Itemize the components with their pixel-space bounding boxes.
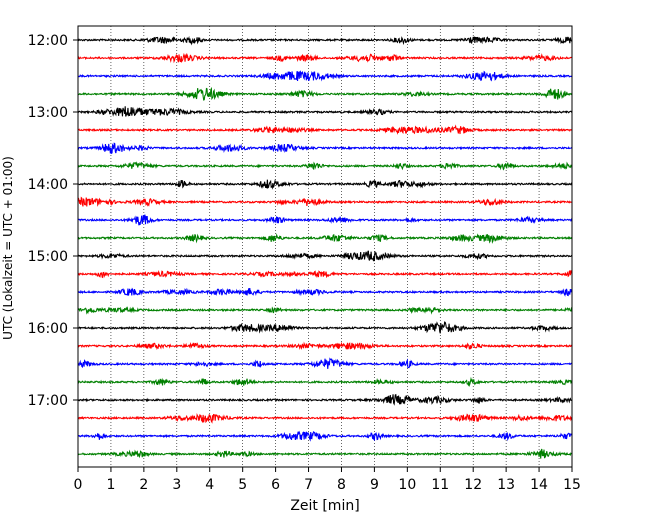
plot-frame <box>77 25 573 468</box>
x-tick-label: 8 <box>337 477 346 493</box>
trace-line <box>77 233 572 244</box>
trace-line <box>77 196 573 207</box>
y-tick-label: 16:00 <box>28 321 68 337</box>
x-tick-label: 11 <box>431 477 449 493</box>
x-tick-label: 14 <box>530 477 548 493</box>
trace-line <box>77 124 573 135</box>
y-tick-label: 15:00 <box>28 249 68 265</box>
trace-line <box>77 412 573 424</box>
x-tick-label: 0 <box>74 477 83 493</box>
trace-line <box>77 357 573 369</box>
x-tick-label: 10 <box>398 477 416 493</box>
trace-line <box>77 35 573 46</box>
y-tick-label: 14:00 <box>28 177 68 193</box>
trace-line <box>77 250 573 262</box>
seismogram-traces <box>77 35 573 459</box>
y-tick-label: 17:00 <box>28 393 68 409</box>
y-axis-ticks: 12:00 13:00 14:00 15:00 16:00 17:00 <box>28 33 78 409</box>
trace-line <box>77 287 573 297</box>
trace-line <box>77 430 573 442</box>
x-axis-label: Zeit [min] <box>290 498 359 514</box>
x-tick-label: 6 <box>271 477 280 493</box>
trace-line <box>77 161 573 171</box>
x-tick-label: 3 <box>172 477 181 493</box>
trace-line <box>77 448 573 459</box>
trace-line <box>77 321 573 334</box>
trace-line <box>77 269 573 279</box>
trace-line <box>77 142 573 155</box>
trace-line <box>77 52 573 64</box>
trace-line <box>77 214 573 226</box>
y-tick-label: 12:00 <box>28 33 68 49</box>
x-tick-label: 4 <box>205 477 214 493</box>
trace-line <box>77 86 573 101</box>
y-axis-label: UTC (Lokalzeit = UTC + 01:00) <box>1 156 15 340</box>
trace-line <box>77 306 573 315</box>
x-tick-label: 1 <box>106 477 115 493</box>
trace-line <box>77 178 573 190</box>
trace-line <box>77 376 573 388</box>
x-tick-label: 2 <box>139 477 148 493</box>
trace-line <box>77 70 573 82</box>
x-tick-label: 7 <box>304 477 313 493</box>
trace-line <box>77 106 573 117</box>
x-tick-label: 15 <box>563 477 581 493</box>
trace-line <box>77 393 573 406</box>
x-tick-label: 5 <box>238 477 247 493</box>
x-tick-label: 9 <box>370 477 379 493</box>
x-axis-ticks: 0 1 2 3 4 5 6 7 8 9 10 11 12 13 14 15 <box>74 467 581 493</box>
x-tick-label: 13 <box>497 477 515 493</box>
trace-line <box>77 341 573 351</box>
x-tick-label: 12 <box>464 477 482 493</box>
y-tick-label: 13:00 <box>28 105 68 121</box>
